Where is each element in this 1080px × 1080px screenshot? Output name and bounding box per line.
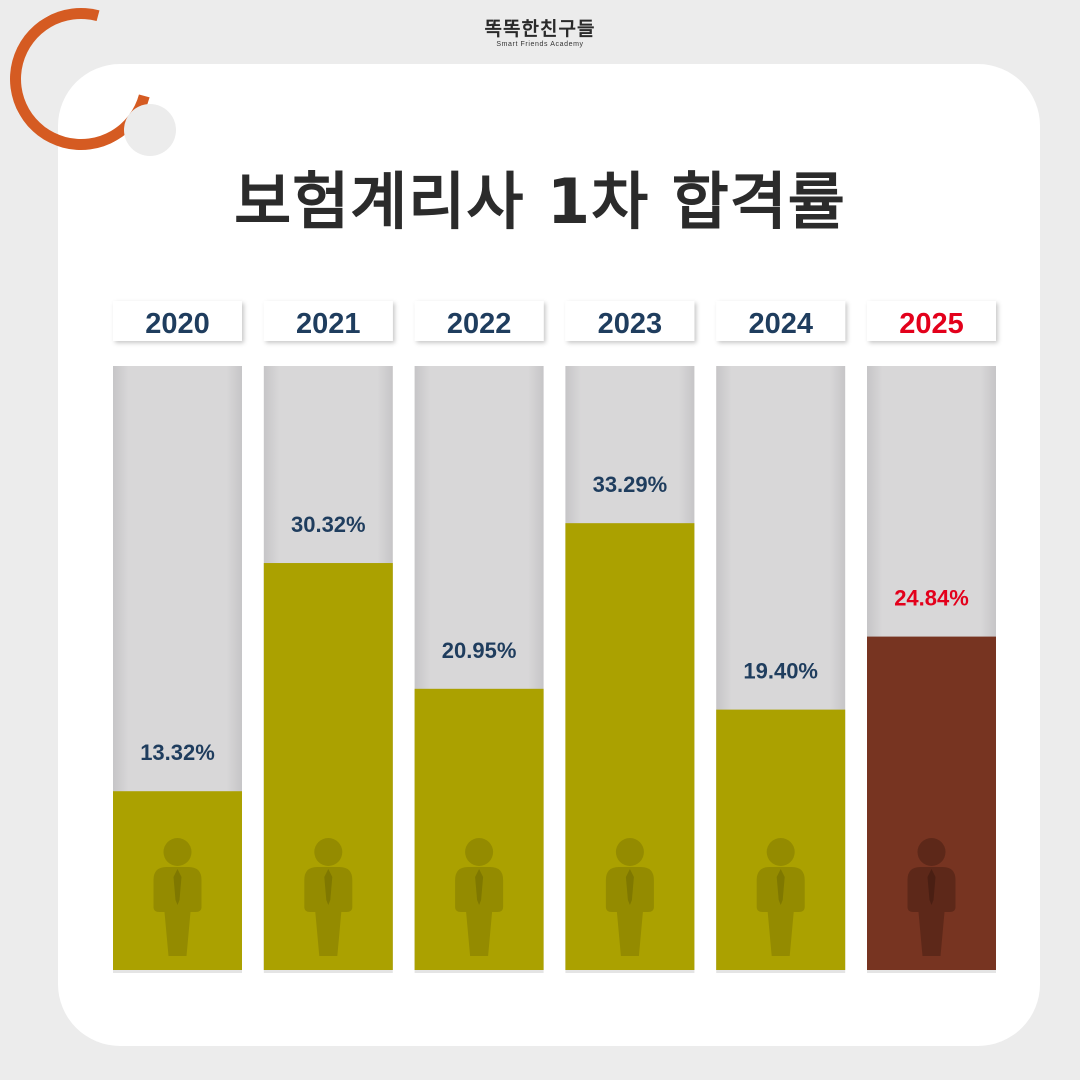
value-label: 20.95% [442,638,517,663]
person-icon [605,838,654,956]
value-label: 13.32% [140,740,215,765]
person-icon [153,838,202,956]
bar-baseline [716,970,846,973]
card-hole [124,104,176,156]
person-icon [907,838,956,956]
year-label: 2023 [598,308,663,340]
year-header-box [113,301,242,341]
value-label: 19.40% [743,659,818,684]
brand-logo-text: 똑똑한친구들 [484,18,596,40]
year-label: 2024 [748,308,813,340]
bar-baseline [565,970,695,973]
brand-logo: 똑똑한친구들 Smart Friends Academy [0,18,1080,49]
year-label: 2025 [899,308,964,340]
brand-logo-subtitle: Smart Friends Academy [496,41,584,48]
bar-baseline [263,970,393,973]
year-header-box [716,301,846,341]
page-title: 보험계리사 1차 합격률 [234,165,846,238]
year-header-box [414,301,544,341]
value-label: 33.29% [593,472,668,497]
year-label: 2020 [145,308,210,340]
bar-baseline [867,970,996,973]
bar-baseline [414,970,544,973]
year-header-box [565,301,695,341]
year-label: 2021 [296,308,361,340]
bar-baseline [113,970,242,973]
year-header-box [263,301,393,341]
year-label: 2022 [447,308,512,340]
year-header-box [867,301,996,341]
person-icon [756,838,805,956]
person-icon [304,838,353,956]
person-icon [455,838,504,956]
value-label: 24.84% [894,586,969,611]
value-label: 30.32% [291,512,366,537]
